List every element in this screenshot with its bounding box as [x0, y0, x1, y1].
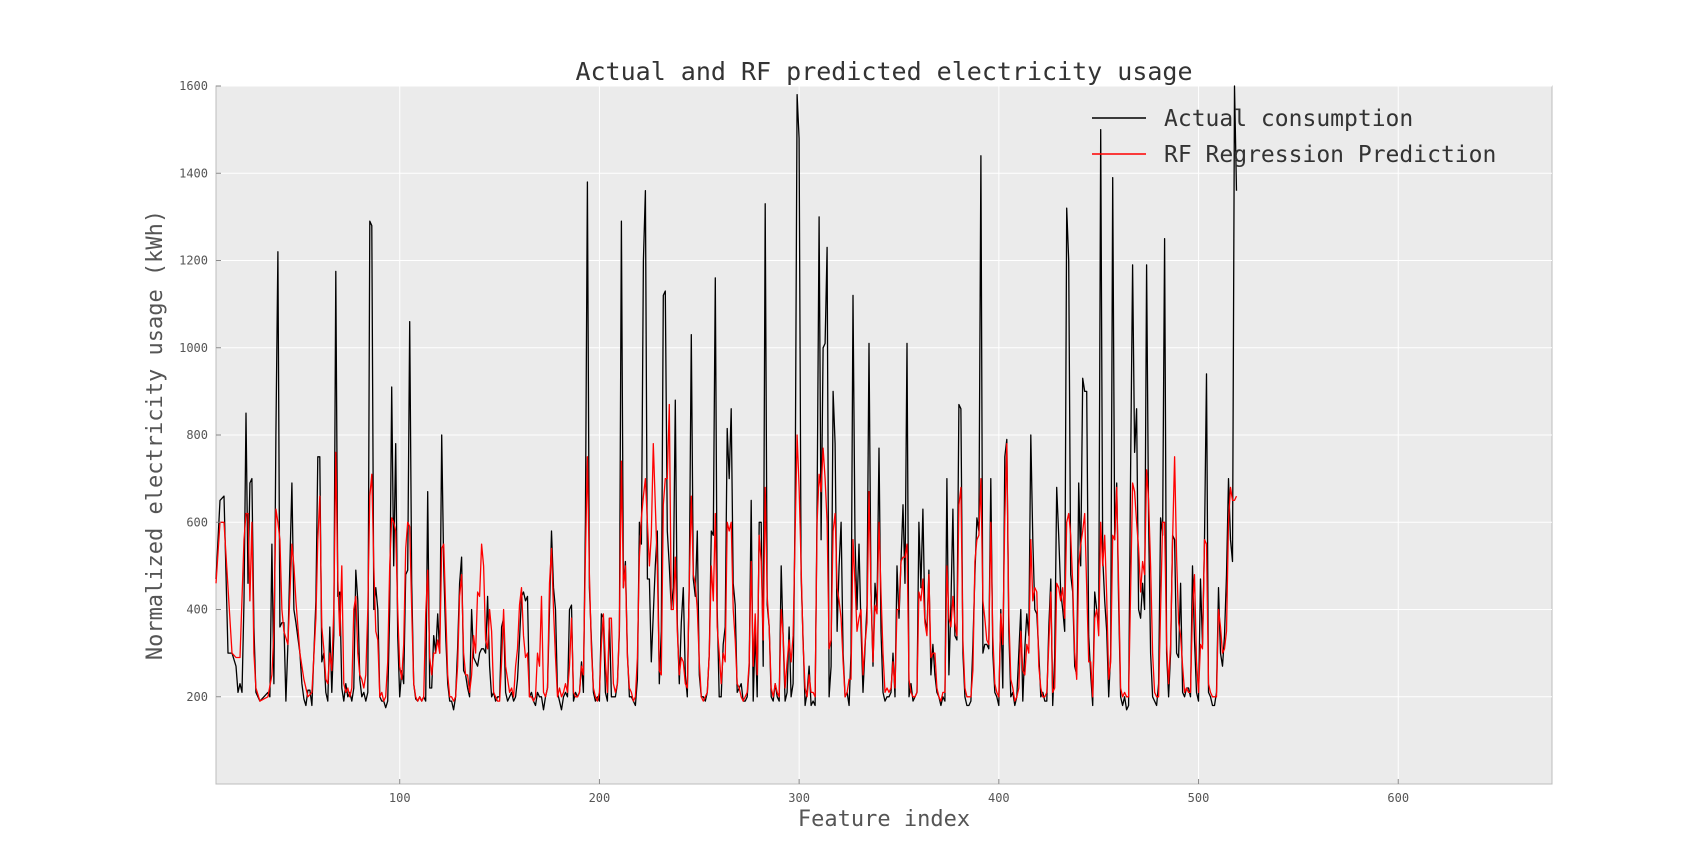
- x-tick-label: 200: [589, 791, 611, 805]
- legend-label-actual: Actual consumption: [1164, 106, 1413, 132]
- x-tick-label: 100: [389, 791, 411, 805]
- x-tick-label: 600: [1387, 791, 1409, 805]
- rf-prediction-line: [215, 403, 1238, 702]
- legend-label-prediction: RF Regression Prediction: [1164, 142, 1496, 168]
- x-tick-label: 300: [788, 791, 810, 805]
- y-tick-label: 400: [186, 603, 208, 617]
- chart-title: Actual and RF predicted electricity usag…: [575, 57, 1192, 86]
- x-tick-label: 400: [988, 791, 1010, 805]
- x-ticks: 100 200 300 400 500 600: [389, 779, 1409, 805]
- y-tick-label: 200: [186, 690, 208, 704]
- y-tick-label: 1200: [179, 254, 208, 268]
- y-tick-label: 1400: [179, 166, 208, 180]
- y-tick-label: 1000: [179, 341, 208, 355]
- legend: Actual consumption RF Regression Predict…: [1092, 106, 1496, 168]
- y-tick-label: 800: [186, 428, 208, 442]
- y-tick-label: 600: [186, 515, 208, 529]
- y-tick-label: 1600: [179, 79, 208, 93]
- actual-consumption-line: [215, 85, 1238, 711]
- series-group: [215, 85, 1238, 711]
- x-axis-label: Feature index: [798, 807, 970, 832]
- y-ticks: 200 400 600 800 1000 1200 1400 1600: [179, 79, 221, 704]
- x-tick-label: 500: [1188, 791, 1210, 805]
- y-axis-label: Normalized electricity usage (kWh): [143, 210, 168, 660]
